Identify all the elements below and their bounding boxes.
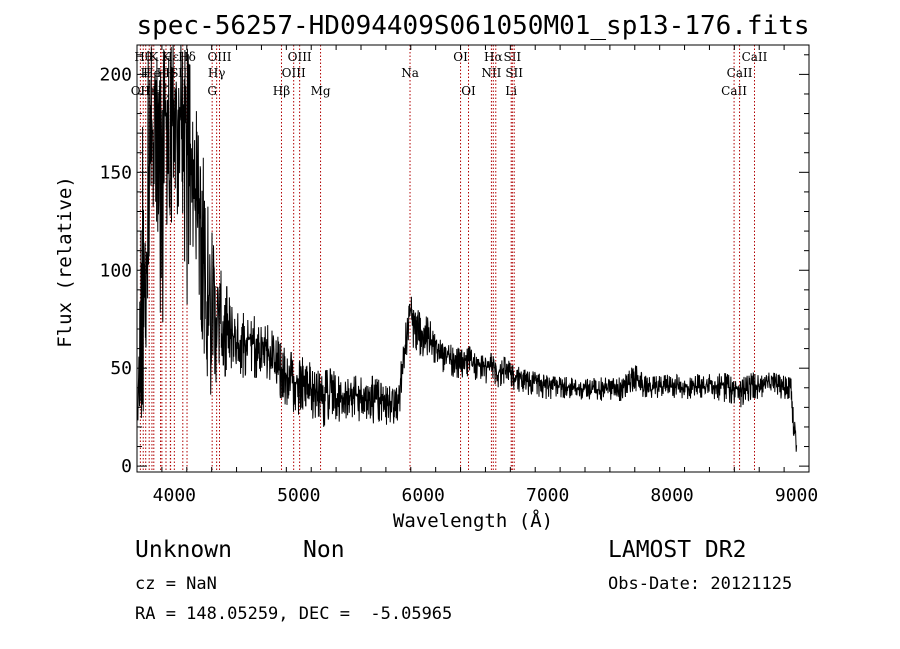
x-tick-label: 8000 bbox=[650, 485, 693, 506]
x-axis-label: Wavelength (Å) bbox=[393, 509, 553, 532]
x-tick-label: 9000 bbox=[775, 485, 818, 506]
marker-label: OI bbox=[453, 50, 468, 64]
y-tick-label: 0 bbox=[121, 456, 132, 477]
marker-label: Hβ bbox=[273, 84, 290, 98]
x-tick-label: 7000 bbox=[526, 485, 569, 506]
plot-frame bbox=[136, 44, 810, 473]
marker-label: Mg bbox=[311, 84, 331, 98]
y-axis: 0 50 100 150 200 bbox=[99, 54, 809, 477]
marker-label: OIII bbox=[207, 50, 231, 64]
emission-line-markers: OIIHθHHηHeKHζHKHHεSHδIIGHγOIIIHβOIIIOIII… bbox=[131, 45, 768, 472]
x-tick-label: 5000 bbox=[277, 485, 320, 506]
marker-label: OI bbox=[461, 84, 476, 98]
x-tick-label: 6000 bbox=[402, 485, 445, 506]
object-subclass: Non bbox=[303, 537, 345, 563]
spectrum-series bbox=[136, 44, 798, 452]
redshift-text: cz = NaN bbox=[135, 574, 217, 594]
spectrum-line bbox=[136, 44, 798, 452]
y-tick-label: 150 bbox=[99, 162, 132, 183]
x-axis: 4000 5000 6000 7000 8000 9000 bbox=[136, 45, 818, 506]
marker-label: Hα bbox=[484, 50, 503, 64]
x-tick-label: 4000 bbox=[153, 485, 196, 506]
marker-label: NII bbox=[481, 66, 501, 80]
marker-label: SII bbox=[505, 66, 523, 80]
marker-label: Hγ bbox=[208, 66, 226, 80]
y-tick-label: 50 bbox=[110, 358, 132, 379]
y-tick-label: 200 bbox=[99, 64, 132, 85]
marker-label: H bbox=[140, 66, 150, 80]
marker-label: Na bbox=[401, 66, 419, 80]
marker-label: CaII bbox=[727, 66, 753, 80]
marker-label: SII bbox=[503, 50, 521, 64]
obs-date-text: Obs-Date: 20121125 bbox=[608, 574, 793, 594]
marker-label: Li bbox=[505, 84, 517, 98]
marker-label: CaII bbox=[742, 50, 768, 64]
coords-text: RA = 148.05259, DEC = -5.05965 bbox=[135, 604, 453, 624]
y-axis-label: Flux (relative) bbox=[54, 176, 76, 348]
marker-label: K bbox=[149, 50, 159, 64]
marker-label: He bbox=[143, 66, 161, 80]
marker-label: H bbox=[157, 66, 167, 80]
marker-label: Hθ bbox=[134, 50, 152, 64]
marker-label: OIII bbox=[288, 50, 312, 64]
marker-label: G bbox=[207, 84, 217, 98]
object-type: Unknown bbox=[135, 537, 232, 563]
marker-label: OIII bbox=[282, 66, 306, 80]
survey-name: LAMOST DR2 bbox=[608, 537, 747, 563]
y-tick-label: 100 bbox=[99, 260, 132, 281]
marker-label: S bbox=[170, 66, 178, 80]
marker-label: K bbox=[162, 50, 172, 64]
chart-title: spec-56257-HD094409S061050M01_sp13-176.f… bbox=[136, 11, 809, 41]
marker-label: CaII bbox=[721, 84, 747, 98]
